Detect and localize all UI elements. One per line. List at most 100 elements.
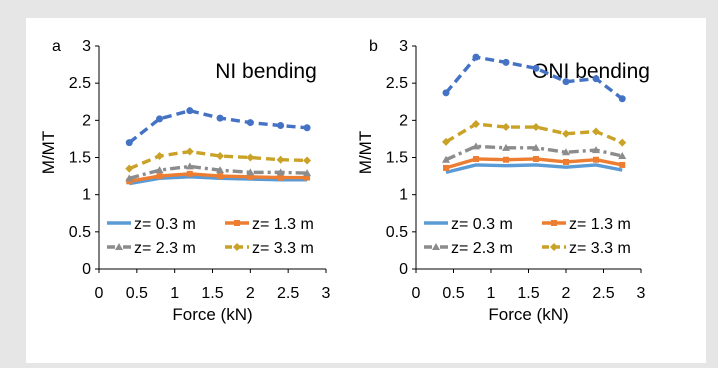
data-point: [185, 162, 194, 170]
series-2: [442, 142, 627, 163]
panel-a: 0 0.5 1 1.5 2 2.5 3 0 0.5 1 1.5 2 2.5 3 Force (kN) M/MT…: [39, 38, 331, 324]
y-tick-label: 1.5: [386, 150, 408, 167]
data-point: [216, 114, 224, 122]
y-axis-label: M/MT: [356, 131, 375, 174]
legend-label: z= 1.3 m: [252, 216, 314, 233]
x-tick-label: 2.5: [277, 285, 299, 302]
legend-marker: [432, 243, 440, 250]
data-point: [472, 142, 480, 150]
y-tick-label: 0.5: [386, 224, 408, 241]
chart-title: NI bending: [215, 60, 317, 83]
data-point: [155, 166, 164, 174]
data-point: [472, 53, 480, 61]
data-point: [216, 152, 225, 161]
legend-label: z= 2.3 m: [134, 240, 196, 257]
data-point: [532, 64, 540, 72]
legend-marker: [115, 243, 123, 250]
legend-label: z= 3.3 m: [569, 240, 631, 257]
data-point: [442, 155, 450, 163]
x-tick-label: 1: [487, 285, 496, 302]
data-point: [276, 155, 285, 164]
data-point: [246, 119, 254, 127]
panel-label: b: [369, 38, 378, 55]
x-tick-label: 2.5: [592, 285, 614, 302]
data-point: [276, 168, 285, 176]
x-tick-label: 1: [170, 285, 179, 302]
data-point: [592, 75, 600, 83]
y-tick-label: 1.5: [69, 150, 91, 167]
y-tick-label: 0: [82, 261, 91, 278]
data-point: [562, 129, 570, 138]
data-point: [304, 174, 311, 181]
legend: z= 0.3 m z= 1.3 m z= 2.3 m z= 3.3 m: [107, 216, 314, 257]
data-point: [532, 143, 540, 151]
data-point: [277, 174, 284, 181]
y-tick-label: 3: [82, 38, 91, 55]
data-point: [592, 127, 600, 136]
legend-item: z= 2.3 m: [424, 240, 513, 257]
data-point: [156, 115, 164, 123]
x-tick-label: 0.5: [126, 285, 148, 302]
data-point: [503, 156, 509, 163]
y-tick-label: 1: [399, 187, 408, 204]
series-line: [445, 163, 623, 175]
data-point: [619, 161, 626, 168]
data-point: [216, 166, 225, 174]
series-0: [445, 163, 623, 175]
x-tick-label: 0: [95, 285, 104, 302]
data-point: [618, 152, 627, 160]
legend-item: z= 0.3 m: [107, 216, 196, 233]
data-point: [502, 58, 510, 66]
x-tick-label: 3: [322, 285, 331, 302]
y-tick-label: 2.5: [69, 75, 91, 92]
series-3: [442, 120, 627, 147]
data-point: [125, 174, 134, 182]
data-point: [618, 95, 626, 103]
data-point: [246, 168, 255, 176]
legend-item: z= 0.3 m: [424, 216, 513, 233]
data-point: [186, 170, 193, 177]
x-tick-label: 2: [562, 285, 571, 302]
data-point: [303, 124, 311, 132]
data-point: [125, 164, 134, 173]
chart-title: ONI bending: [532, 60, 650, 83]
data-point: [618, 138, 627, 147]
x-tick-label: 3: [637, 285, 646, 302]
data-point: [247, 173, 254, 180]
y-tick-label: 0: [399, 261, 408, 278]
data-point: [303, 169, 312, 177]
y-tick-label: 0.5: [69, 224, 91, 241]
data-point: [277, 122, 285, 130]
data-point: [532, 123, 540, 132]
legend-item: z= 1.3 m: [225, 216, 314, 233]
legend-item: z= 1.3 m: [542, 216, 631, 233]
data-point: [125, 139, 133, 147]
data-point: [472, 120, 480, 129]
legend-label: z= 2.3 m: [451, 240, 513, 257]
y-tick-label: 2.5: [386, 75, 408, 92]
y-axis-label: M/MT: [39, 131, 58, 174]
series-4: [442, 53, 626, 103]
data-point: [303, 156, 312, 165]
legend-marker: [551, 220, 557, 226]
x-tick-label: 0: [412, 285, 421, 302]
series-3: [125, 147, 312, 173]
legend-item: z= 2.3 m: [107, 240, 196, 257]
data-point: [155, 152, 164, 161]
panel-b: 0 0.5 1 1.5 2 2.5 3 0 0.5 1 1.5 2 2.5 3 Force (kN) M/MT…: [356, 38, 650, 324]
data-point: [156, 173, 163, 180]
figure: 0 0.5 1 1.5 2 2.5 3 0 0.5 1 1.5 2 2.5 3 Force (kN) M/MT…: [26, 18, 706, 363]
data-point: [592, 146, 600, 154]
data-point: [502, 143, 510, 151]
data-point: [593, 156, 599, 163]
data-point: [185, 147, 194, 156]
legend: z= 0.3 m z= 1.3 m z= 2.3 m z= 3.3 m: [424, 216, 631, 257]
data-point: [502, 123, 510, 132]
series-1: [443, 155, 626, 171]
x-tick-label: 1.5: [517, 285, 539, 302]
y-tick-label: 1: [82, 187, 91, 204]
data-point: [533, 155, 539, 162]
panel-label: a: [52, 38, 61, 55]
data-point: [442, 89, 450, 97]
data-point: [186, 107, 194, 115]
